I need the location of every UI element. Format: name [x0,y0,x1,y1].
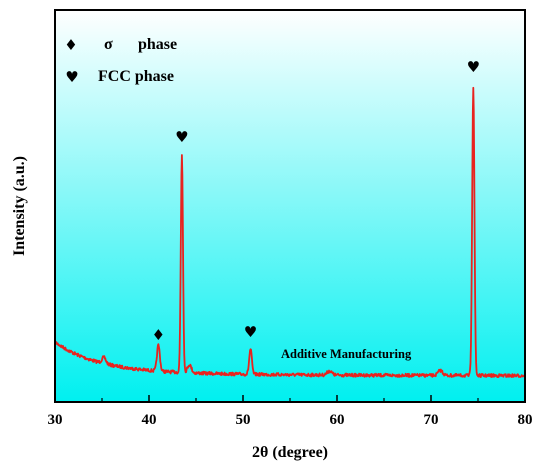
x-tick-label: 50 [236,412,251,428]
x-tick-label: 40 [142,412,157,428]
peak-markers: ♦ ♥ ♥ ♥ [152,58,480,344]
legend-fcc-label: FCC phase [98,68,174,85]
peak-marker: ♥ [175,128,188,146]
y-axis-title: Intensity (a.u.) [11,156,28,256]
legend-marker-sigma: ♦ [64,36,77,54]
x-tick-label: 80 [518,412,533,428]
peak-marker: ♦ [152,326,165,344]
legend-sigma-symbol: σ [104,36,113,53]
peak-marker: ♥ [244,323,257,341]
x-axis-ticks: 30 40 50 60 70 80 [48,395,533,428]
x-axis-title: 2θ (degree) [252,444,328,461]
annotation-additive-manufacturing: Additive Manufacturing [281,347,412,361]
peak-marker: ♥ [467,58,480,76]
x-tick-label: 70 [424,412,439,428]
x-tick-label: 60 [330,412,345,428]
plot-area-background [55,10,525,402]
xrd-pattern-line [54,86,526,379]
x-tick-label: 30 [48,412,63,428]
legend-marker-fcc: ♥ [65,68,78,86]
legend-sigma-label: phase [138,36,177,53]
legend: ♦ σ phase ♥ FCC phase [64,36,177,86]
